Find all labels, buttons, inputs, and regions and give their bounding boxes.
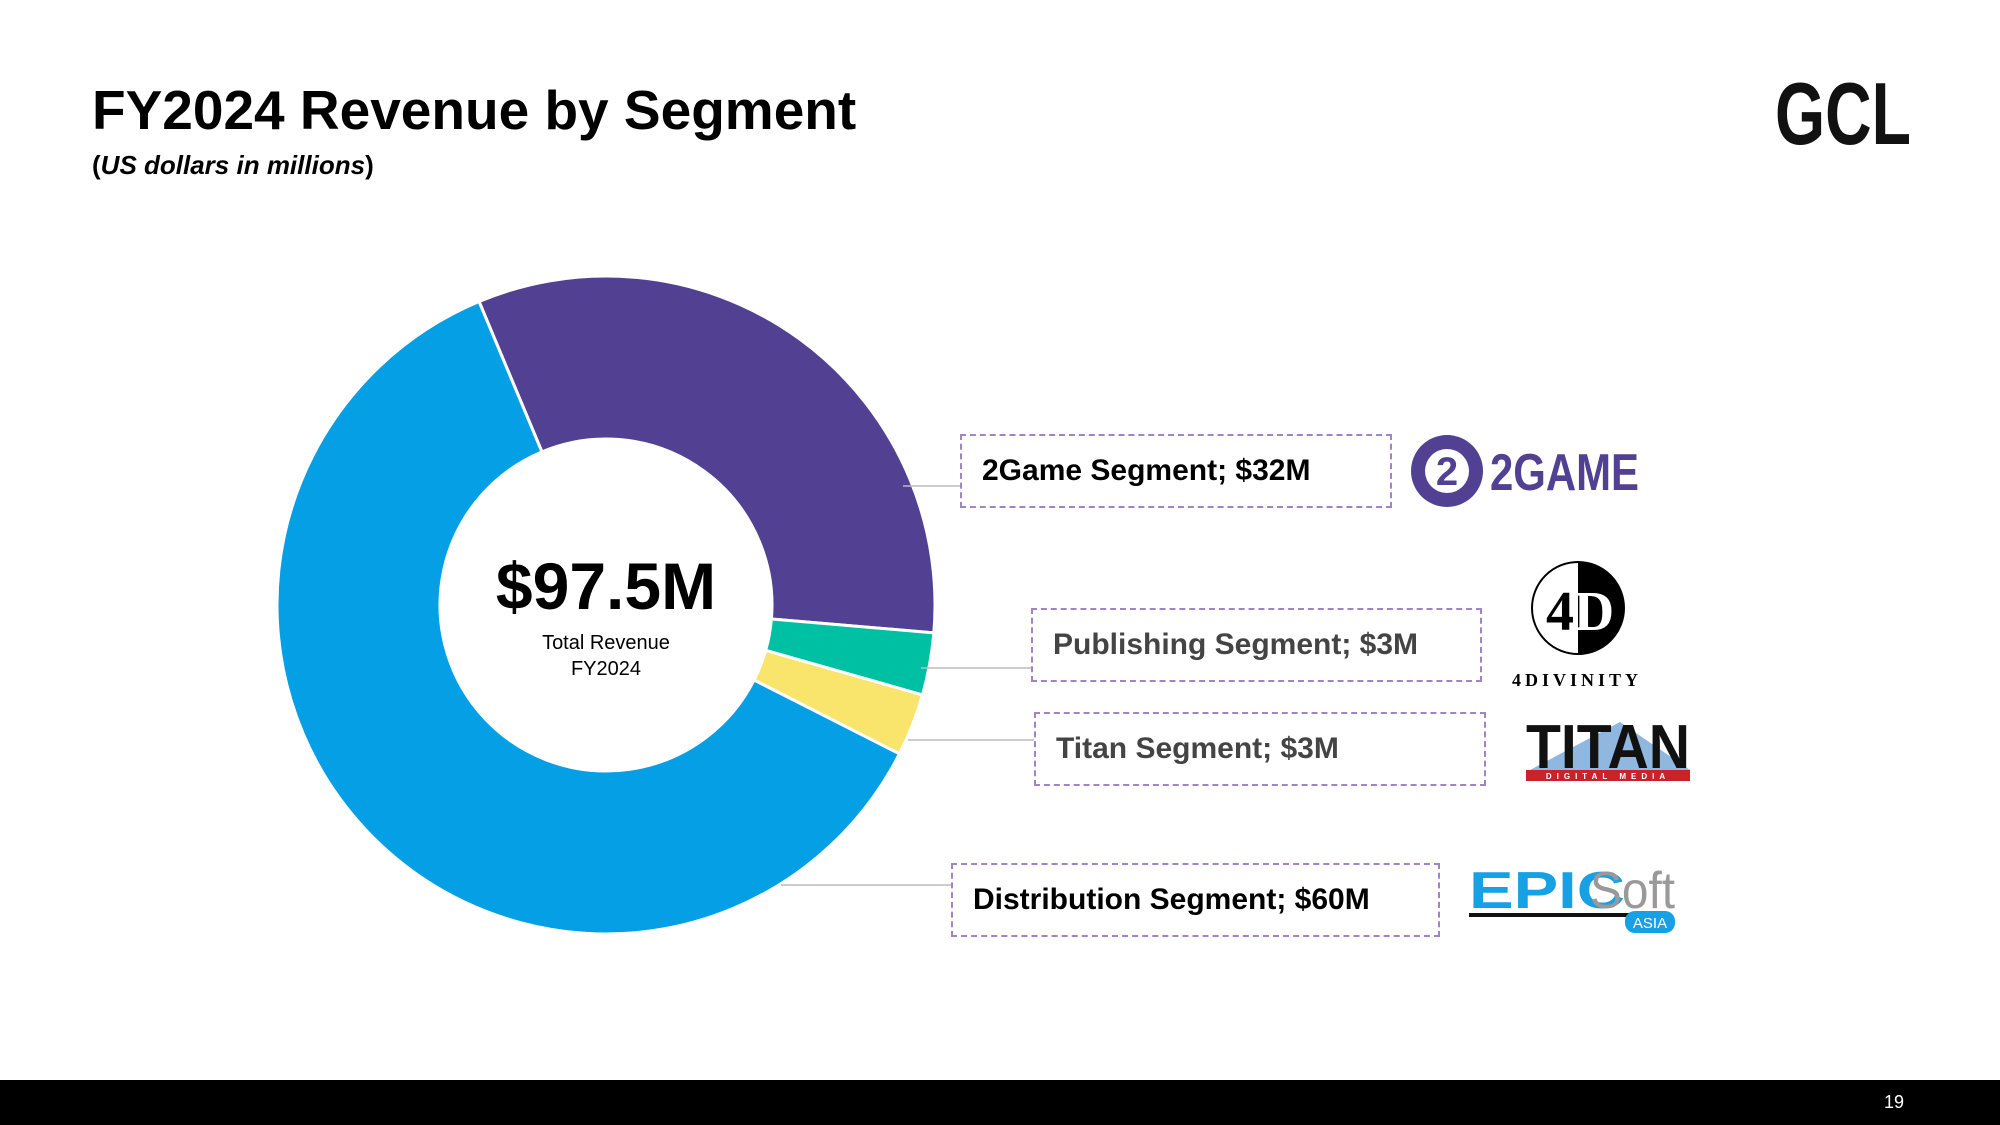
donut-slice-distribution-segment [275, 299, 902, 936]
subtitle-open: ( [92, 150, 101, 180]
data-label-distribution: Distribution Segment; $60M [951, 863, 1440, 937]
total-revenue-year: FY2024 [570, 658, 642, 680]
page-number: 19 [1883, 1092, 1904, 1112]
gcl-logo: GCL [1775, 72, 1911, 152]
2game-logo: 2 2GAME [1411, 435, 1639, 507]
data-label-publishing: Publishing Segment; $3M [1031, 608, 1482, 682]
epicsoft-logo: EPIC Soft ASIA [1469, 862, 1676, 933]
data-label-titan: Titan Segment; $3M [1034, 712, 1486, 786]
svg-text:D: D [1574, 581, 1614, 643]
page-subtitle: (US dollars in millions) [92, 150, 374, 181]
2game-logo-text: 2GAME [1490, 444, 1639, 502]
svg-text:4: 4 [1546, 581, 1574, 643]
subtitle-units: US dollars in millions [100, 150, 366, 180]
total-revenue-label: Total Revenue [542, 632, 670, 654]
4divinity-logo: 4 D 4DIVINITY [1512, 561, 1642, 690]
total-revenue-value: $97.5M [495, 549, 717, 623]
4divinity-logo-text: 4DIVINITY [1512, 670, 1642, 690]
epicsoft-logo-asia: ASIA [1633, 915, 1667, 932]
titan-logo: TITAN DIGITAL MEDIA [1526, 713, 1690, 782]
epicsoft-logo-soft: Soft [1590, 862, 1676, 920]
donut-slice-2game-segment [477, 274, 937, 635]
svg-text:2: 2 [1436, 450, 1458, 494]
gcl-logo-text: GCL [1775, 72, 1911, 152]
footer-bar [0, 1080, 2000, 1125]
epicsoft-logo-epic: EPIC [1469, 862, 1625, 920]
data-label-2game: 2Game Segment; $32M [960, 434, 1392, 508]
page-title: FY2024 Revenue by Segment [92, 79, 857, 141]
subtitle-close: ) [365, 150, 374, 180]
titan-logo-subtext: DIGITAL MEDIA [1546, 772, 1670, 781]
